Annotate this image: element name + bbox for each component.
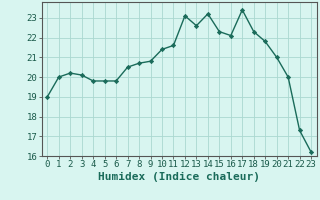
X-axis label: Humidex (Indice chaleur): Humidex (Indice chaleur) [98,172,260,182]
